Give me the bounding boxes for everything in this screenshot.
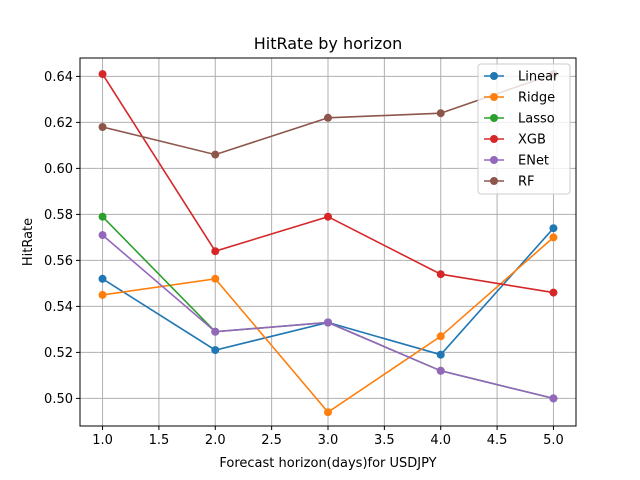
x-axis-label: Forecast horizon(days)for USDJPY — [219, 456, 436, 471]
data-point-enet — [324, 318, 332, 327]
x-tick-label: 4.5 — [487, 433, 508, 448]
data-point-rf — [211, 150, 220, 159]
series-ridge — [98, 233, 558, 417]
x-tick-label: 1.5 — [149, 433, 170, 448]
legend-marker-lasso — [490, 114, 498, 122]
x-tick-label: 5.0 — [543, 433, 564, 448]
legend-marker-enet — [490, 156, 498, 164]
legend-label-enet: ENet — [518, 154, 549, 169]
legend-marker-ridge — [490, 93, 498, 101]
series-enet — [98, 231, 558, 403]
data-point-enet — [98, 231, 107, 240]
data-point-linear — [98, 274, 107, 283]
data-point-linear — [549, 224, 558, 233]
legend-label-linear: Linear — [518, 70, 559, 85]
data-point-ridge — [549, 233, 558, 242]
data-point-enet — [436, 366, 445, 375]
data-point-xgb — [98, 70, 107, 79]
x-tick-label: 2.0 — [205, 433, 226, 448]
series-xgb — [98, 70, 558, 297]
data-point-lasso — [98, 212, 107, 221]
data-point-rf — [436, 109, 445, 118]
data-point-enet — [549, 394, 558, 403]
legend-label-rf: RF — [518, 175, 535, 190]
data-point-ridge — [436, 332, 445, 341]
x-tick-label: 3.5 — [374, 433, 395, 448]
x-tick-label: 3.0 — [318, 433, 339, 448]
legend-label-lasso: Lasso — [518, 112, 555, 127]
data-point-rf — [98, 123, 107, 131]
data-point-ridge — [211, 274, 220, 283]
data-point-linear — [436, 350, 445, 359]
y-tick-label: 0.64 — [44, 70, 73, 85]
x-tick-label: 2.5 — [261, 433, 282, 448]
x-tick-label: 4.0 — [430, 433, 451, 448]
data-point-xgb — [436, 270, 445, 279]
data-point-ridge — [98, 290, 107, 299]
data-point-linear — [211, 346, 220, 355]
data-point-xgb — [324, 212, 332, 221]
legend-label-ridge: Ridge — [518, 91, 555, 106]
data-point-xgb — [549, 288, 558, 297]
y-tick-label: 0.56 — [44, 254, 73, 269]
y-axis-label: HitRate — [21, 218, 36, 266]
legend-marker-rf — [490, 177, 498, 185]
y-tick-label: 0.52 — [44, 346, 73, 361]
legend-marker-xgb — [490, 135, 498, 143]
x-axis-ticks: 1.0 1.5 2.0 2.5 3.0 3.5 4.0 4.5 5.0 — [92, 426, 564, 448]
y-tick-label: 0.58 — [44, 208, 73, 223]
legend-label-xgb: XGB — [518, 133, 546, 148]
y-tick-label: 0.54 — [44, 300, 73, 315]
y-tick-label: 0.60 — [44, 162, 73, 177]
data-point-ridge — [324, 408, 332, 417]
data-point-xgb — [211, 247, 220, 256]
legend-marker-linear — [490, 72, 498, 80]
chart-title: HitRate by horizon — [254, 34, 403, 53]
data-point-rf — [324, 113, 332, 122]
x-tick-label: 1.0 — [92, 433, 113, 448]
y-tick-label: 0.50 — [44, 392, 73, 407]
data-point-enet — [211, 327, 220, 336]
y-tick-label: 0.62 — [44, 116, 73, 131]
legend: Linear Ridge Lasso XGB ENet RF — [477, 63, 571, 195]
y-axis-ticks: 0.50 0.52 0.54 0.56 0.58 0.60 0.62 0.64 — [44, 70, 80, 407]
